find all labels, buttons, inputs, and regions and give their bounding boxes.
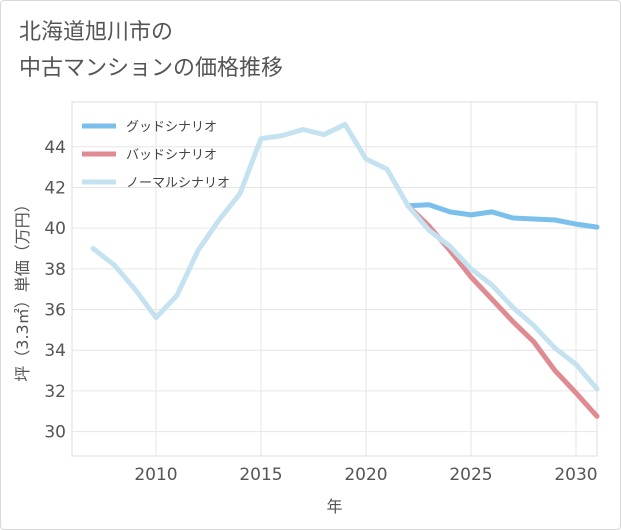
x-tick-label: 2025 (449, 465, 492, 485)
x-tick-label: 2010 (134, 465, 177, 485)
series-line-3 (90, 121, 600, 392)
y-tick-label: 44 (44, 138, 66, 158)
x-tick-label: 2020 (344, 465, 387, 485)
y-axis-label: 坪（3.3㎡）単価（万円） (13, 196, 32, 381)
chart-title: 北海道旭川市の 中古マンションの価格推移 (19, 15, 283, 87)
x-tick-label: 2015 (239, 465, 282, 485)
y-tick-label: 36 (44, 301, 66, 321)
y-tick-label: 42 (44, 178, 66, 198)
y-tick-labels: 30 32 34 36 38 40 42 44 (44, 138, 66, 443)
legend-label: ノーマルシナリオ (126, 176, 230, 191)
y-tick-label: 32 (44, 382, 66, 402)
legend-label: バッドシナリオ (126, 148, 217, 163)
y-tick-label: 38 (44, 260, 66, 280)
series-line-1 (405, 202, 600, 230)
y-tick-label: 34 (44, 341, 66, 361)
plot-area-border (71, 101, 598, 457)
legend-label: グッドシナリオ (126, 120, 217, 135)
chart-title-line1: 北海道旭川市の (19, 20, 174, 45)
x-tick-label: 2030 (554, 465, 597, 485)
series-lines (90, 121, 600, 419)
chart-title-line2: 中古マンションの価格推移 (19, 56, 284, 81)
x-axis-label: 年 (326, 497, 342, 516)
x-tick-labels: 2010 2015 2020 2025 2030 (134, 465, 597, 485)
y-tick-label: 40 (44, 219, 66, 239)
y-tick-label: 30 (44, 423, 66, 443)
